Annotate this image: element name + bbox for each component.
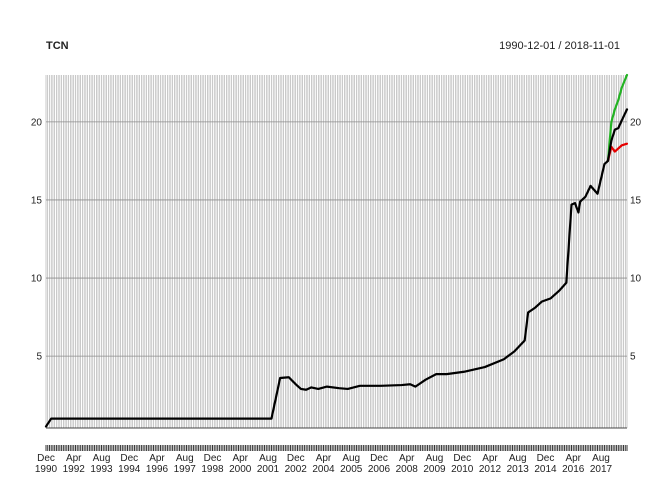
x-tick-label: Aug 2001 [257,453,280,475]
series-line [606,73,629,163]
month-gridlines [45,75,628,428]
plot-background [46,75,627,428]
x-tick-label: Apr 1996 [146,453,169,475]
x-tick-label: Dec 1994 [118,453,141,475]
y-tick-label-left: 20 [31,117,43,128]
x-tick-label: Apr 2004 [312,453,335,475]
series-lines [44,73,629,428]
x-tick-label: Dec 2010 [451,453,474,475]
series-line [44,108,629,428]
x-tick-label: Dec 2014 [534,453,557,475]
x-tick-label: Aug 2013 [507,453,530,475]
y-tick-label-right: 20 [630,117,642,128]
x-tick-label: Dec 2002 [285,453,308,475]
y-tick-label-right: 5 [630,352,636,363]
chart-date-range: 1990-12-01 / 2018-11-01 [499,40,620,52]
x-tick-label: Aug 1993 [90,453,113,475]
vertical-grid [45,75,628,428]
horizontal-grid [46,121,627,357]
y-tick-label-right: 15 [630,195,642,206]
x-tick-label: Aug 2017 [590,453,613,475]
x-tick-label: Dec 2006 [368,453,391,475]
x-tick-label: Aug 2005 [340,453,363,475]
x-tick-marks [45,445,628,451]
x-tick-label: Aug 2009 [423,453,446,475]
y-tick-label-left: 10 [31,274,43,285]
x-tick-label: Dec 1998 [201,453,224,475]
x-tick-label: Apr 1992 [63,453,86,475]
y-axis-labels: 5 5 10 10 15 15 20 20 [31,117,642,362]
chart-title: TCN [46,40,69,52]
x-tick-label: Dec 1990 [35,453,58,475]
y-tick-label-right: 10 [630,274,642,285]
x-tick-label: Aug 1997 [174,453,197,475]
x-tick-label: Apr 2016 [562,453,585,475]
x-tick-label: Apr 2012 [479,453,502,475]
y-tick-label-left: 15 [31,195,43,206]
x-tick-label: Apr 2008 [396,453,419,475]
y-tick-label-left: 5 [36,352,42,363]
x-tick-label: Apr 2000 [229,453,252,475]
